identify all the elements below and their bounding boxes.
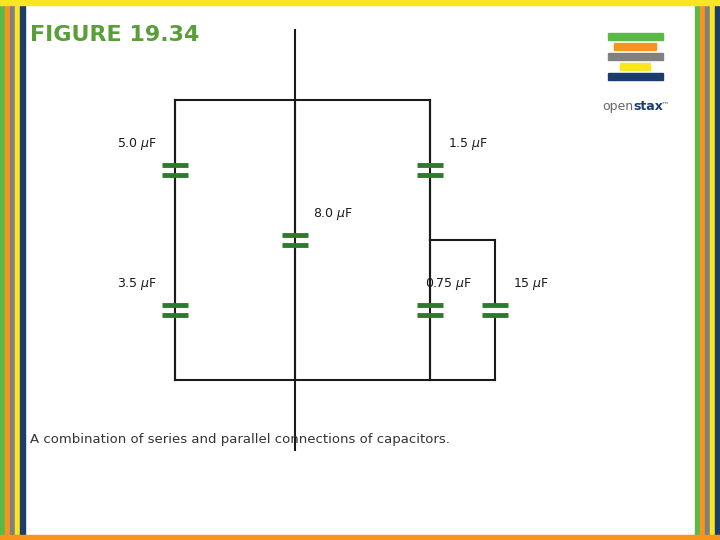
Text: 3.5 $\mu$F: 3.5 $\mu$F <box>117 276 157 292</box>
Bar <box>608 33 662 40</box>
Bar <box>715 0 720 540</box>
Text: 0.75 $\mu$F: 0.75 $\mu$F <box>425 276 472 292</box>
Text: 15 $\mu$F: 15 $\mu$F <box>513 276 549 292</box>
Text: A combination of series and parallel connections of capacitors.: A combination of series and parallel con… <box>30 434 450 447</box>
Bar <box>10 0 15 540</box>
Text: 5.0 $\mu$F: 5.0 $\mu$F <box>117 136 157 152</box>
Bar <box>608 53 662 60</box>
Bar <box>614 43 656 50</box>
Bar <box>0 535 720 540</box>
Bar <box>705 0 710 540</box>
Bar <box>0 0 720 5</box>
Text: 1.5 $\mu$F: 1.5 $\mu$F <box>448 136 488 152</box>
Bar <box>695 0 700 540</box>
Bar <box>608 73 662 80</box>
Bar <box>20 0 25 540</box>
Text: FIGURE 19.34: FIGURE 19.34 <box>30 25 199 45</box>
Text: ™: ™ <box>661 101 670 110</box>
Bar <box>620 63 650 70</box>
Bar <box>710 0 715 540</box>
Text: stax: stax <box>633 100 663 113</box>
Bar <box>15 0 20 540</box>
Bar <box>0 0 5 540</box>
Bar <box>700 0 705 540</box>
Text: open: open <box>602 100 633 113</box>
Text: 8.0 $\mu$F: 8.0 $\mu$F <box>313 206 354 222</box>
Bar <box>5 0 10 540</box>
